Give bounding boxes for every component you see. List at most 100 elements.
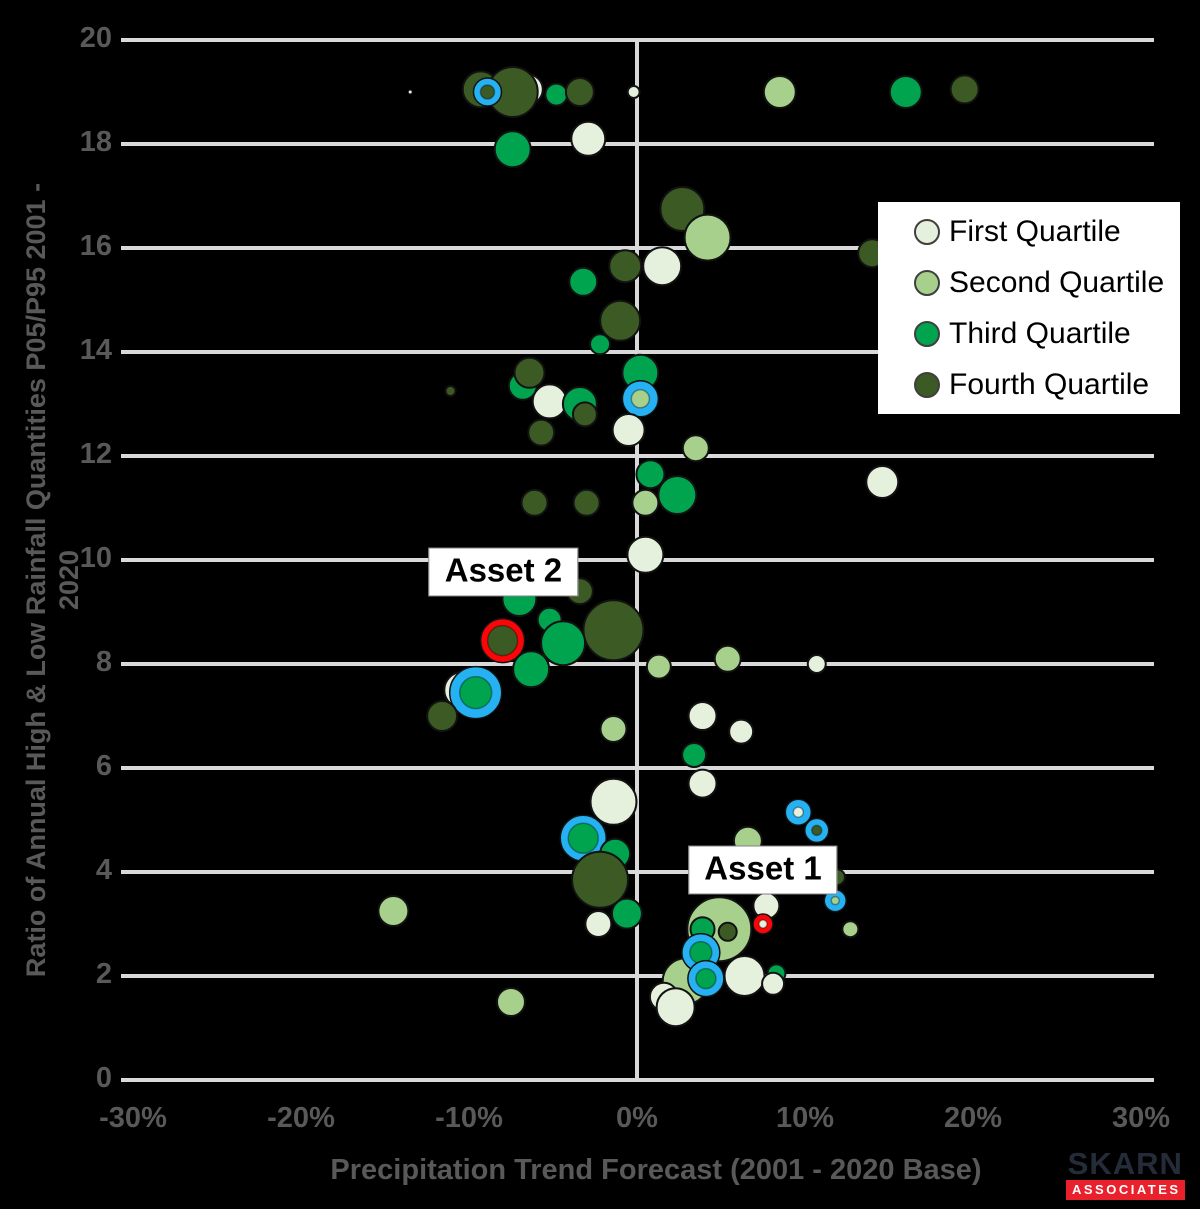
data-point[interactable]	[544, 82, 569, 107]
data-point[interactable]	[687, 701, 718, 731]
legend-item-second-quartile[interactable]: Second Quartile	[878, 257, 1180, 308]
data-point[interactable]	[377, 895, 410, 927]
y-axis-title: Ratio of Annual High & Low Rainfall Quan…	[20, 183, 86, 977]
data-point[interactable]	[657, 475, 698, 515]
asset-2-point[interactable]	[479, 617, 526, 664]
x-tick-label: 30%	[1111, 1102, 1171, 1134]
point-core	[479, 84, 496, 100]
data-point[interactable]	[599, 715, 628, 743]
annotation-asset-2: Asset 2	[428, 547, 579, 597]
data-point[interactable]	[626, 85, 641, 99]
data-point[interactable]	[610, 897, 643, 930]
data-point[interactable]	[713, 644, 742, 673]
data-point[interactable]	[570, 120, 607, 157]
legend-label: Second Quartile	[949, 265, 1165, 299]
point-core	[695, 967, 717, 990]
legend-item-third-quartile[interactable]: Third Quartile	[878, 308, 1180, 359]
data-point[interactable]	[444, 385, 457, 397]
data-point[interactable]	[608, 249, 643, 284]
data-point[interactable]	[645, 653, 672, 680]
data-point[interactable]	[806, 654, 827, 674]
data-point[interactable]	[584, 910, 613, 938]
data-point[interactable]	[611, 413, 646, 447]
x-tick-label: 0%	[616, 1102, 658, 1134]
y-tick-label: 14	[79, 334, 112, 367]
highlighted-data-point[interactable]	[472, 77, 503, 107]
data-point[interactable]	[949, 74, 980, 105]
data-point[interactable]	[888, 75, 923, 109]
data-point[interactable]	[589, 777, 638, 826]
asset-1-point[interactable]	[752, 913, 774, 935]
logo-name: SKARN	[1067, 1146, 1183, 1181]
legend-label: Fourth Quartile	[949, 367, 1150, 401]
data-point[interactable]	[568, 266, 599, 297]
y-tick-label: 0	[95, 1062, 112, 1095]
highlighted-data-point[interactable]	[687, 959, 725, 998]
data-point[interactable]	[687, 768, 718, 799]
data-point[interactable]	[527, 418, 556, 447]
point-core	[792, 806, 805, 818]
data-point[interactable]	[513, 356, 546, 389]
legend: First Quartile Second Quartile Third Quart…	[878, 202, 1180, 414]
highlighted-data-point[interactable]	[621, 380, 660, 418]
x-tick-label: 10%	[775, 1102, 835, 1134]
data-point[interactable]	[520, 488, 549, 517]
data-point[interactable]	[642, 246, 683, 287]
legend-label: First Quartile	[949, 214, 1121, 248]
highlighted-data-point[interactable]	[804, 817, 830, 844]
data-point[interactable]	[589, 333, 612, 356]
logo-band: ASSOCIATES	[1066, 1180, 1185, 1200]
y-tick-label: 12	[79, 438, 112, 471]
y-tick-label: 20	[79, 22, 112, 55]
y-tick-label: 4	[95, 854, 112, 887]
point-core	[830, 895, 840, 906]
data-point[interactable]	[635, 459, 666, 490]
data-point[interactable]	[564, 77, 595, 107]
data-point[interactable]	[626, 535, 665, 574]
highlighted-data-point[interactable]	[784, 798, 813, 826]
data-point[interactable]	[681, 434, 710, 463]
data-point[interactable]	[407, 89, 413, 95]
legend-swatch-icon	[914, 320, 940, 347]
legend-item-first-quartile[interactable]: First Quartile	[878, 206, 1180, 257]
x-tick-label: -20%	[267, 1102, 335, 1134]
data-point[interactable]	[572, 488, 601, 517]
data-point[interactable]	[631, 488, 660, 517]
data-point[interactable]	[571, 850, 630, 909]
data-point[interactable]	[683, 213, 732, 262]
data-point[interactable]	[841, 920, 860, 939]
data-point[interactable]	[681, 742, 708, 768]
highlighted-data-point[interactable]	[559, 814, 607, 862]
legend-item-fourth-quartile[interactable]: Fourth Quartile	[878, 359, 1180, 410]
data-point[interactable]	[762, 75, 797, 109]
data-point[interactable]	[717, 921, 738, 942]
point-core	[458, 675, 493, 710]
x-tick-label: -10%	[435, 1102, 503, 1134]
data-point[interactable]	[540, 620, 587, 667]
data-point[interactable]	[728, 718, 755, 745]
data-point[interactable]	[493, 130, 532, 169]
point-core	[567, 822, 599, 854]
data-point[interactable]	[599, 299, 642, 342]
highlighted-data-point[interactable]	[448, 665, 503, 720]
data-point[interactable]	[582, 599, 645, 662]
point-core	[758, 919, 768, 929]
data-point[interactable]	[655, 987, 696, 1028]
data-point[interactable]	[761, 971, 786, 996]
data-point[interactable]	[571, 401, 598, 428]
x-tick-label: 20%	[943, 1102, 1003, 1134]
data-point[interactable]	[512, 650, 551, 689]
data-point[interactable]	[496, 987, 526, 1017]
data-point[interactable]	[723, 955, 766, 997]
x-tick-label: -30%	[99, 1102, 167, 1134]
point-core	[630, 389, 651, 409]
data-point[interactable]	[531, 383, 568, 420]
y-tick-label: 8	[95, 646, 112, 679]
point-core	[486, 624, 519, 657]
data-point[interactable]	[865, 465, 900, 499]
y-tick-label: 16	[79, 230, 112, 263]
highlighted-data-point[interactable]	[823, 888, 847, 913]
data-point[interactable]	[426, 700, 459, 732]
